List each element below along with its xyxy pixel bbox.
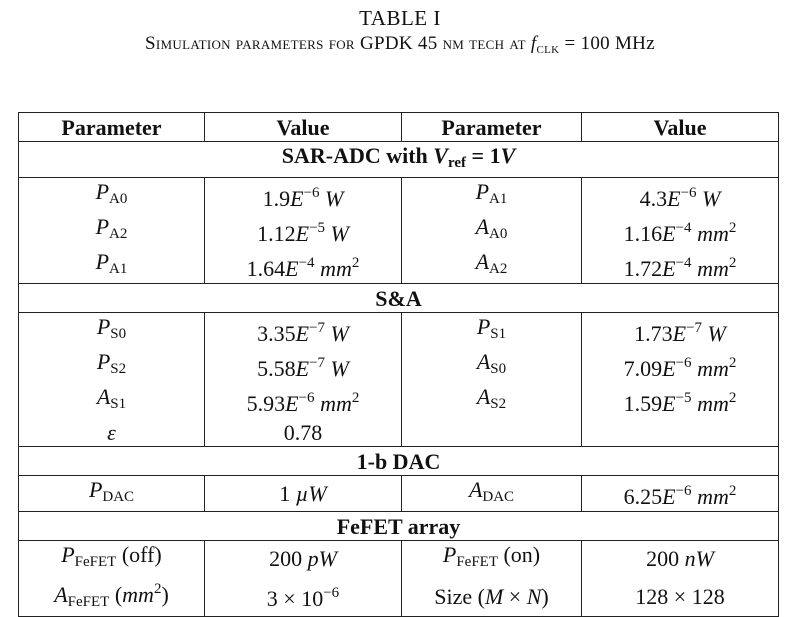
header-parameter-1: Parameter: [18, 112, 205, 142]
value-cell: 1.59E−5 mm2: [581, 383, 779, 418]
param-cell: AS1: [18, 383, 205, 418]
section-row: SAR-ADC with Vref = 1V: [18, 141, 779, 178]
value-cell: 200 nW: [581, 540, 779, 576]
param-cell: AA0: [401, 213, 582, 248]
table-row: ε 0.78: [18, 418, 779, 447]
param-cell: PS2: [18, 348, 205, 383]
value-cell: [581, 418, 779, 447]
value-cell: 1.12E−5 W: [204, 213, 402, 248]
header-row: Parameter Value Parameter Value: [18, 112, 779, 142]
param-cell: AS0: [401, 348, 582, 383]
param-cell: PA0: [18, 177, 205, 213]
value-cell: 0.78: [204, 418, 402, 447]
value-cell: 5.93E−6 mm2: [204, 383, 402, 418]
value-cell: 3.35E−7 W: [204, 312, 402, 348]
param-cell: AFeFET (mm2): [18, 576, 205, 617]
table-row: PDAC 1 µW ADAC 6.25E−6 mm2: [18, 475, 779, 512]
param-cell: PS1: [401, 312, 582, 348]
table-row: PA1 1.64E−4 mm2 AA2 1.72E−4 mm2: [18, 248, 779, 284]
section-title-fefet: FeFET array: [18, 511, 779, 541]
value-cell: 1 µW: [204, 475, 402, 512]
table-row: PA0 1.9E−6 W PA1 4.3E−6 W: [18, 177, 779, 213]
param-cell: ADAC: [401, 475, 582, 512]
table-row: PA2 1.12E−5 W AA0 1.16E−4 mm2: [18, 213, 779, 248]
header-value-2: Value: [581, 112, 779, 142]
param-cell: [401, 418, 582, 447]
table-row: PS2 5.58E−7 W AS0 7.09E−6 mm2: [18, 348, 779, 383]
parameters-table: Parameter Value Parameter Value SAR-ADC …: [18, 112, 779, 617]
value-cell: 128 × 128: [581, 576, 779, 617]
value-cell: 1.72E−4 mm2: [581, 248, 779, 284]
param-cell: PFeFET (off): [18, 540, 205, 576]
value-cell: 1.64E−4 mm2: [204, 248, 402, 284]
header-parameter-2: Parameter: [401, 112, 582, 142]
value-cell: 7.09E−6 mm2: [581, 348, 779, 383]
table-row: AFeFET (mm2) 3 × 10−6 Size (M × N) 128 ×…: [18, 576, 779, 617]
header-value-1: Value: [204, 112, 402, 142]
section-row: 1-b DAC: [18, 446, 779, 476]
section-row: FeFET array: [18, 511, 779, 541]
table-label: TABLE I: [359, 6, 441, 30]
value-cell: 1.16E−4 mm2: [581, 213, 779, 248]
param-cell: ε: [18, 418, 205, 447]
section-title-sar-adc: SAR-ADC with Vref = 1V: [18, 141, 779, 178]
param-cell: PA1: [401, 177, 582, 213]
param-cell: PFeFET (on): [401, 540, 582, 576]
table-row: PS0 3.35E−7 W PS1 1.73E−7 W: [18, 312, 779, 348]
value-cell: 5.58E−7 W: [204, 348, 402, 383]
value-cell: 200 pW: [204, 540, 402, 576]
param-cell: Size (M × N): [401, 576, 582, 617]
param-cell: PA1: [18, 248, 205, 284]
table-row: PFeFET (off) 200 pW PFeFET (on) 200 nW: [18, 540, 779, 576]
section-title-s-and-a: S&A: [18, 283, 779, 313]
param-cell: AS2: [401, 383, 582, 418]
value-cell: 6.25E−6 mm2: [581, 475, 779, 512]
value-cell: 3 × 10−6: [204, 576, 402, 617]
value-cell: 4.3E−6 W: [581, 177, 779, 213]
param-cell: AA2: [401, 248, 582, 284]
table-row: AS1 5.93E−6 mm2 AS2 1.59E−5 mm2: [18, 383, 779, 418]
param-cell: PDAC: [18, 475, 205, 512]
value-cell: 1.73E−7 W: [581, 312, 779, 348]
table-caption: Simulation parameters for GPDK 45 nm tec…: [145, 33, 655, 57]
section-row: S&A: [18, 283, 779, 313]
param-cell: PA2: [18, 213, 205, 248]
param-cell: PS0: [18, 312, 205, 348]
value-cell: 1.9E−6 W: [204, 177, 402, 213]
section-title-dac: 1-b DAC: [18, 446, 779, 476]
